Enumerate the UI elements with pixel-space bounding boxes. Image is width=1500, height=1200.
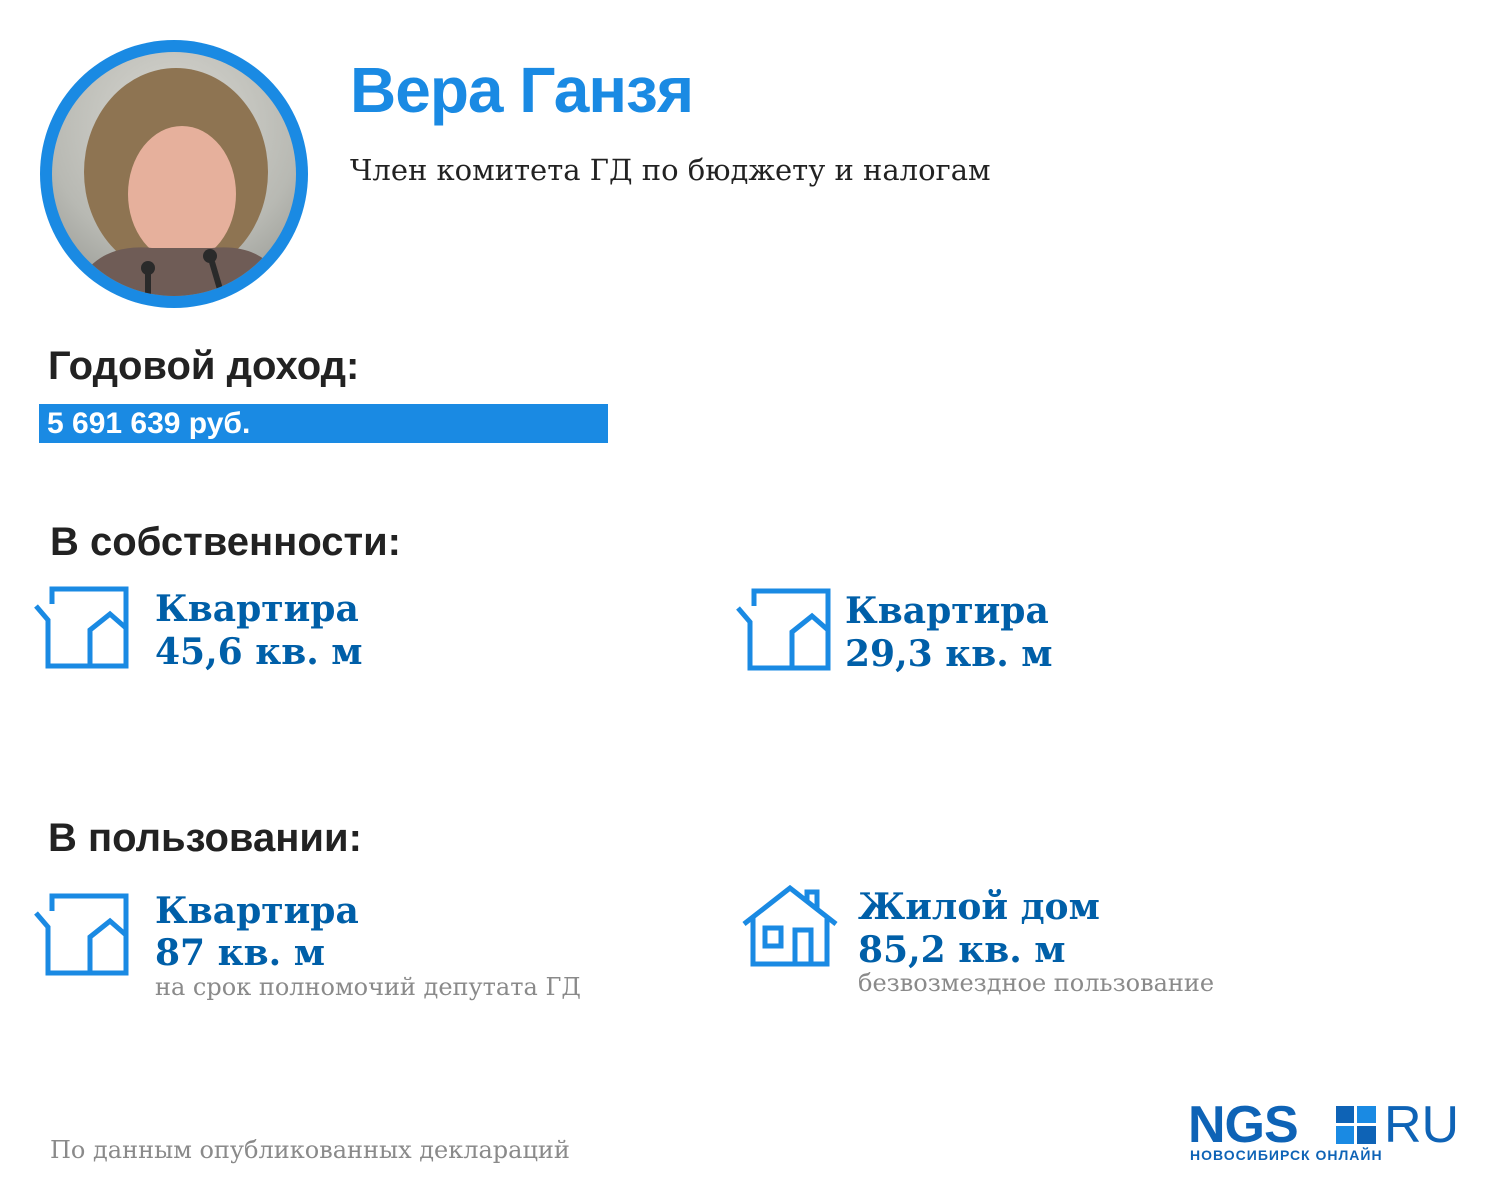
used-item-2-type: Жилой дом: [858, 886, 1100, 928]
income-bar: 5 691 639 руб.: [39, 404, 608, 443]
used-item-1-area: 87 кв. м: [155, 932, 325, 974]
avatar: [40, 40, 308, 308]
income-value: 5 691 639 руб.: [47, 407, 251, 440]
owned-item-1-type: Квартира: [155, 588, 359, 630]
logo-subtitle: НОВОСИБИРСК ОНЛАЙН: [1190, 1147, 1383, 1163]
used-item-1-note: на срок полномочий депутата ГД: [155, 973, 581, 1001]
logo-square-icon: [1336, 1106, 1376, 1144]
income-title: Годовой доход:: [48, 344, 360, 388]
used-item-2-area: 85,2 кв. м: [858, 929, 1066, 971]
ngs-logo[interactable]: NGS RU НОВОСИБИРСК ОНЛАЙН: [1188, 1096, 1463, 1166]
person-name: Вера Ганзя: [350, 54, 694, 126]
apartment-icon: [34, 893, 130, 977]
owned-item-2-type: Квартира: [845, 590, 1049, 632]
logo-domain: RU: [1384, 1096, 1460, 1154]
owned-item-1-area: 45,6 кв. м: [155, 631, 363, 673]
portrait-photo: [52, 52, 296, 296]
logo-main: NGS: [1188, 1096, 1299, 1154]
person-position: Член комитета ГД по бюджету и налогам: [350, 153, 991, 187]
owned-item-2-area: 29,3 кв. м: [845, 633, 1053, 675]
used-item-1-type: Квартира: [155, 890, 359, 932]
owned-title: В собственности:: [50, 520, 401, 564]
used-item-2-note: безвозмездное пользование: [858, 969, 1215, 997]
source-note: По данным опубликованных деклараций: [50, 1136, 570, 1164]
apartment-icon: [736, 588, 832, 672]
house-icon: [741, 884, 839, 968]
apartment-icon: [34, 586, 130, 670]
used-title: В пользовании:: [48, 816, 362, 860]
